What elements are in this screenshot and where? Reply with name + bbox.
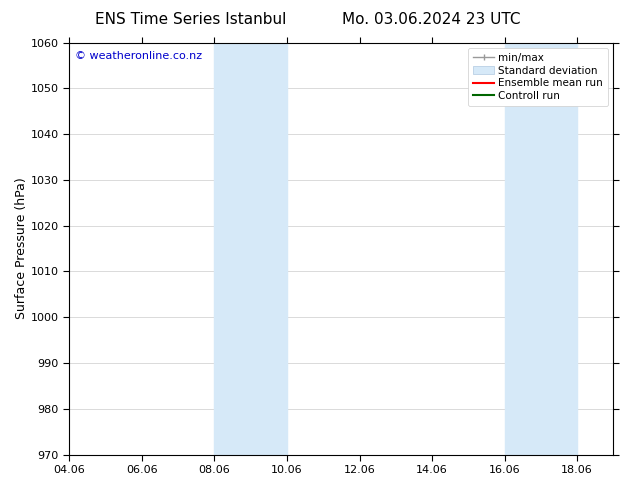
Bar (505, 43, 577, 455)
Text: Mo. 03.06.2024 23 UTC: Mo. 03.06.2024 23 UTC (342, 12, 521, 27)
Legend: min/max, Standard deviation, Ensemble mean run, Controll run: min/max, Standard deviation, Ensemble me… (468, 48, 608, 106)
Y-axis label: Surface Pressure (hPa): Surface Pressure (hPa) (15, 178, 28, 319)
Text: © weatheronline.co.nz: © weatheronline.co.nz (75, 51, 202, 61)
Bar (214, 43, 287, 455)
Text: ENS Time Series Istanbul: ENS Time Series Istanbul (94, 12, 286, 27)
